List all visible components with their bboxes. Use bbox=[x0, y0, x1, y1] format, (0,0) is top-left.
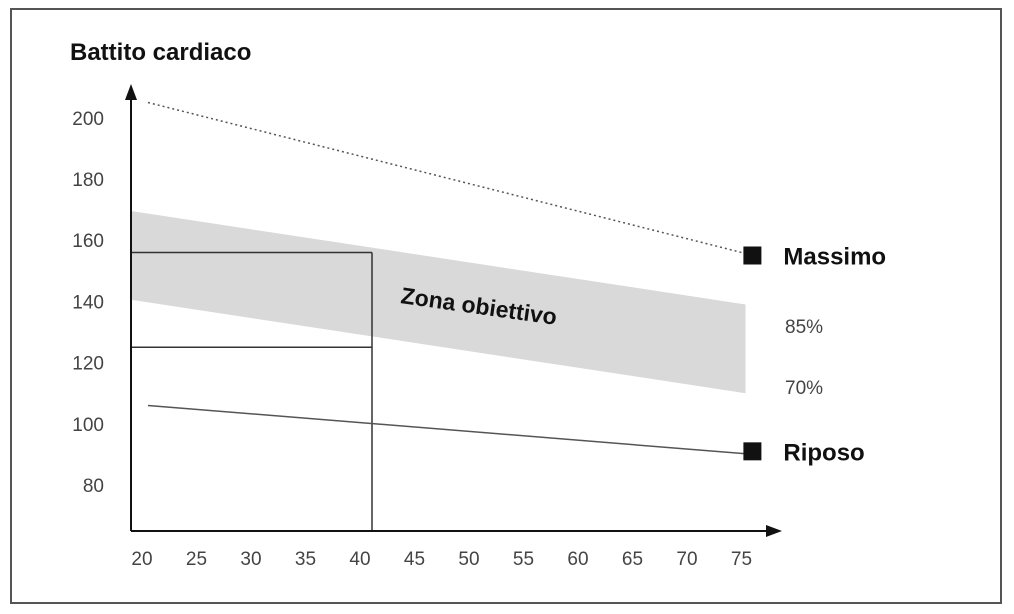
y-tick-label: 200 bbox=[72, 109, 104, 130]
y-tick-label: 80 bbox=[83, 476, 104, 497]
x-tick-label: 65 bbox=[622, 549, 643, 570]
x-tick-label: 20 bbox=[131, 549, 152, 570]
y-tick-label: 100 bbox=[72, 415, 104, 436]
y-tick-label: 140 bbox=[72, 292, 104, 313]
series-line-riposo bbox=[147, 404, 754, 456]
marker-massimo bbox=[743, 246, 762, 265]
x-tick-label: 40 bbox=[349, 549, 370, 570]
x-tick-label: 70 bbox=[676, 549, 697, 570]
x-axis-arrow bbox=[766, 525, 782, 537]
x-tick-label: 35 bbox=[295, 549, 316, 570]
marker-label-riposo: Riposo bbox=[783, 439, 864, 466]
y-tick-label: 160 bbox=[72, 231, 104, 252]
marker-riposo bbox=[743, 442, 762, 461]
band-upper-label: 85% bbox=[785, 317, 823, 338]
y-axis-title: Battito cardiaco bbox=[70, 39, 251, 66]
x-tick-label: 30 bbox=[240, 549, 261, 570]
x-tick-label: 75 bbox=[731, 549, 752, 570]
x-tick-label: 45 bbox=[404, 549, 425, 570]
y-axis-arrow bbox=[125, 84, 137, 100]
x-tick-label: 55 bbox=[513, 549, 534, 570]
y-tick-label: 180 bbox=[72, 170, 104, 191]
x-tick-label: 25 bbox=[186, 549, 207, 570]
series-line-massimo bbox=[147, 101, 754, 257]
band-lower-label: 70% bbox=[785, 378, 823, 399]
marker-label-massimo: Massimo bbox=[783, 244, 886, 271]
y-tick-label: 120 bbox=[72, 354, 104, 375]
target-zone-band bbox=[131, 210, 746, 394]
x-tick-label: 60 bbox=[567, 549, 588, 570]
x-tick-label: 50 bbox=[458, 549, 479, 570]
